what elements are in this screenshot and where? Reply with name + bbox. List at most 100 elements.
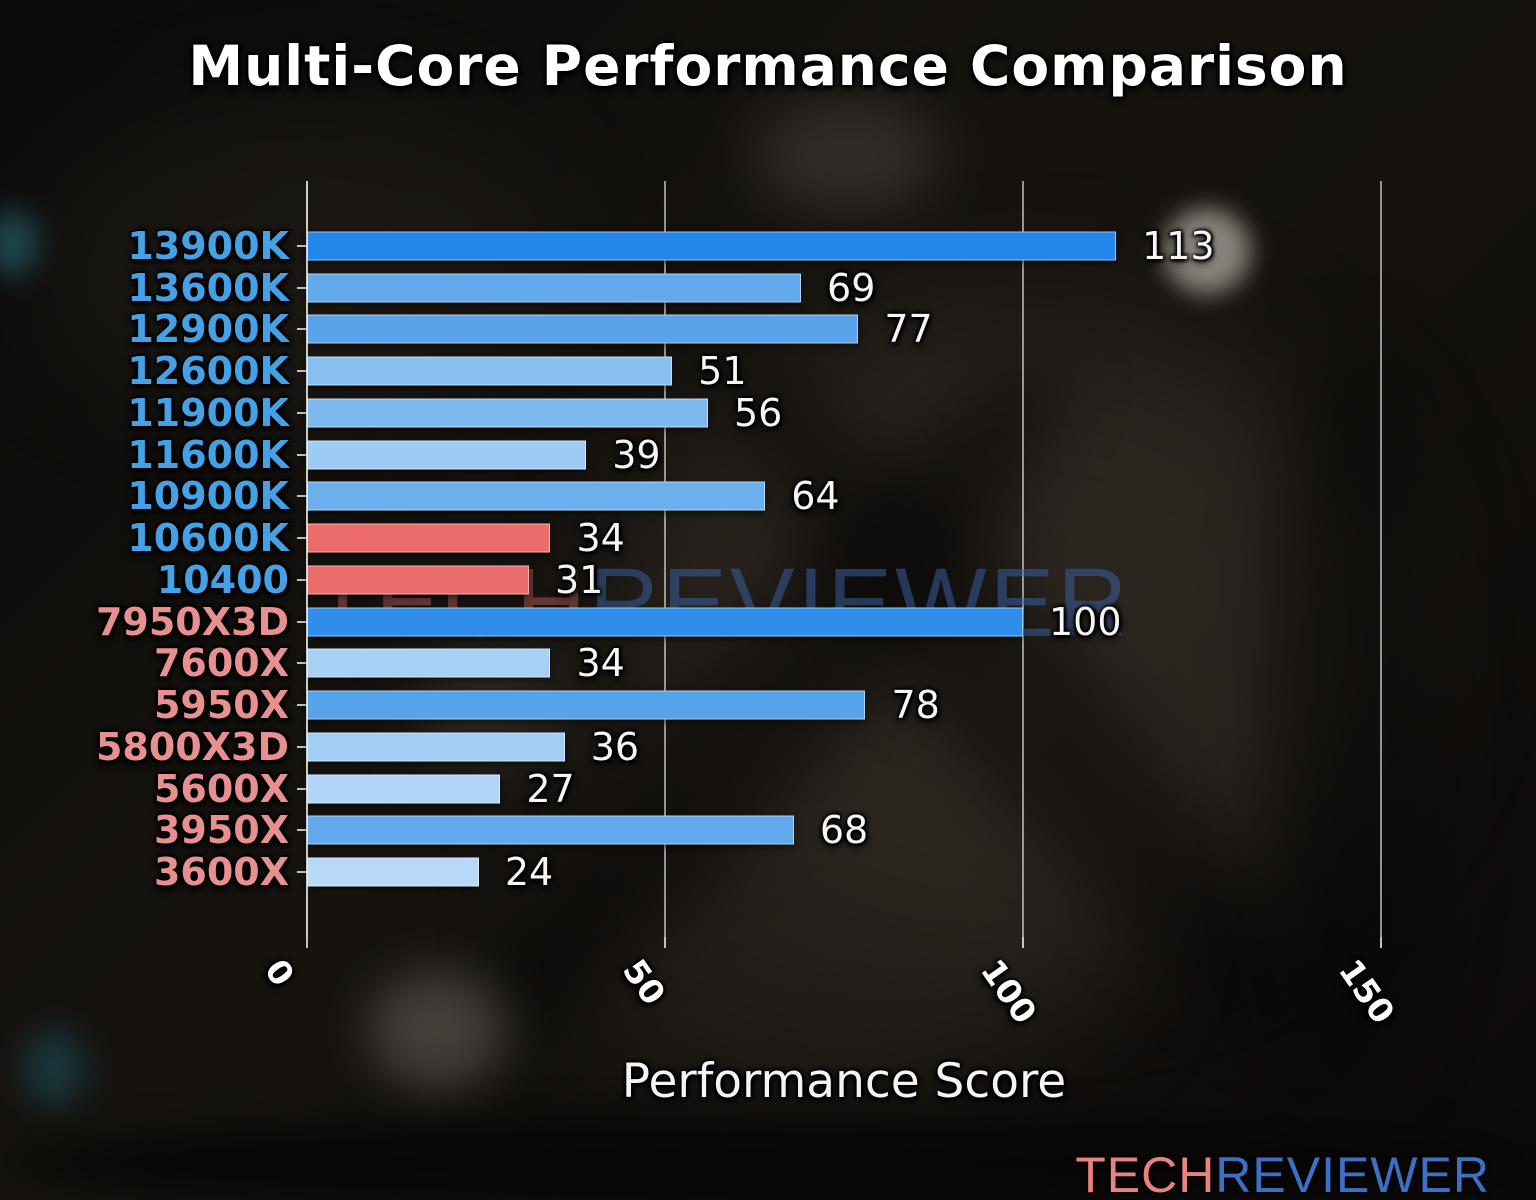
y-tick — [297, 829, 307, 832]
bar-row: 3600X 24 — [154, 850, 1381, 895]
category-label: 10900K — [127, 474, 289, 519]
performance-bar — [307, 314, 859, 344]
value-label: 56 — [733, 390, 783, 435]
bar-row: 10600K 34 — [127, 516, 1381, 561]
performance-bar — [307, 481, 766, 511]
performance-bar — [307, 857, 479, 887]
background-blur-shape — [1270, 340, 1440, 1100]
y-tick — [297, 495, 307, 498]
category-label: 13900K — [127, 223, 289, 268]
background-blur-shape — [368, 970, 508, 1090]
gridline — [1380, 181, 1382, 937]
performance-bar — [307, 565, 529, 595]
value-label: 69 — [827, 265, 876, 310]
category-label: 3950X — [153, 808, 289, 853]
brand-tech: TECH — [1075, 1147, 1216, 1200]
y-tick — [297, 620, 307, 623]
category-label: 5600X — [153, 766, 289, 811]
chart-title: Multi-Core Performance Comparison — [188, 34, 1348, 98]
performance-bar — [307, 398, 708, 428]
bar-row: 5600X 27 — [154, 766, 1381, 811]
y-tick — [297, 411, 307, 414]
gridline — [1022, 181, 1024, 937]
background-blur-shape — [22, 1030, 86, 1106]
value-label: 100 — [1048, 599, 1122, 644]
performance-bar — [307, 356, 673, 386]
bar-row: 7950X3D 100 — [96, 599, 1381, 644]
performance-bar — [307, 273, 802, 303]
y-tick — [297, 286, 307, 289]
category-label: 11600K — [127, 432, 289, 477]
value-label: 64 — [791, 474, 840, 519]
y-tick — [297, 662, 307, 665]
performance-bar — [307, 523, 551, 553]
watermark: TECHREVIEWER — [313, 547, 1130, 659]
value-label: 51 — [698, 349, 747, 394]
bar-row: 12900K 77 — [127, 307, 1381, 352]
y-tick — [297, 745, 307, 748]
category-label: 5800X3D — [95, 724, 289, 769]
y-tick — [297, 328, 307, 331]
x-tick — [1022, 937, 1024, 948]
value-label: 31 — [554, 557, 604, 602]
category-label: 7950X3D — [95, 599, 289, 644]
value-label: 34 — [576, 516, 625, 561]
value-label: 77 — [884, 307, 933, 352]
y-tick — [297, 537, 307, 540]
performance-bar — [307, 815, 794, 845]
y-tick — [297, 787, 307, 790]
watermark-reviewer: REVIEWER — [589, 548, 1131, 657]
value-label: 27 — [526, 766, 575, 811]
y-tick — [297, 453, 307, 456]
category-label: 5950X — [153, 683, 289, 728]
value-label: 78 — [891, 683, 940, 728]
category-label: 10400 — [156, 557, 289, 602]
bar-row: 7600X 34 — [154, 641, 1381, 686]
bar-row: 11600K 39 — [127, 432, 1381, 477]
background-blur-shape — [752, 96, 942, 212]
x-axis-label: Performance Score — [621, 1054, 1067, 1109]
performance-bar — [307, 607, 1023, 637]
value-label: 39 — [612, 432, 661, 477]
bar-row: 13900K 113 — [127, 223, 1381, 268]
brand-logo: TECHREVIEWER — [1075, 1146, 1490, 1200]
value-label: 68 — [819, 808, 869, 853]
bar-row: 12600K 51 — [127, 349, 1381, 394]
bar-row: 10400 31 — [157, 557, 1381, 602]
plot-area: TECHREVIEWER 13900K 113 13600K 69 12900K 77 12… — [96, 181, 1403, 1031]
performance-bar — [307, 231, 1117, 261]
value-label: 24 — [504, 850, 554, 895]
background-blur-shape — [0, 1118, 1536, 1200]
y-tick — [297, 871, 307, 874]
bar-row: 13600K 69 — [127, 265, 1381, 310]
performance-bar — [307, 648, 551, 678]
background-screw-highlight — [1163, 208, 1251, 294]
category-label: 11900K — [127, 390, 289, 435]
x-tick — [1380, 937, 1382, 948]
value-label: 36 — [590, 724, 640, 769]
x-tick — [664, 937, 666, 948]
value-label: 34 — [576, 641, 625, 686]
performance-bar — [307, 774, 501, 804]
bar-row: 10900K 64 — [127, 474, 1381, 519]
category-label: 3600X — [153, 850, 289, 895]
y-tick — [297, 578, 307, 581]
y-axis-line — [306, 181, 308, 937]
bar-row: 11900K 56 — [127, 390, 1381, 435]
category-label: 13600K — [127, 265, 289, 310]
y-tick — [297, 370, 307, 373]
category-label: 7600X — [153, 641, 289, 686]
y-tick — [297, 704, 307, 707]
category-label: 10600K — [127, 516, 289, 561]
performance-bar — [307, 440, 587, 470]
background-blur-shape — [0, 210, 38, 276]
value-label: 113 — [1142, 223, 1215, 268]
x-tick — [306, 937, 308, 948]
bar-row: 3950X 68 — [154, 808, 1381, 853]
bar-row: 5950X 78 — [154, 683, 1381, 728]
category-label: 12600K — [127, 349, 289, 394]
brand-reviewer: REVIEWER — [1215, 1147, 1490, 1200]
y-tick — [297, 244, 307, 247]
